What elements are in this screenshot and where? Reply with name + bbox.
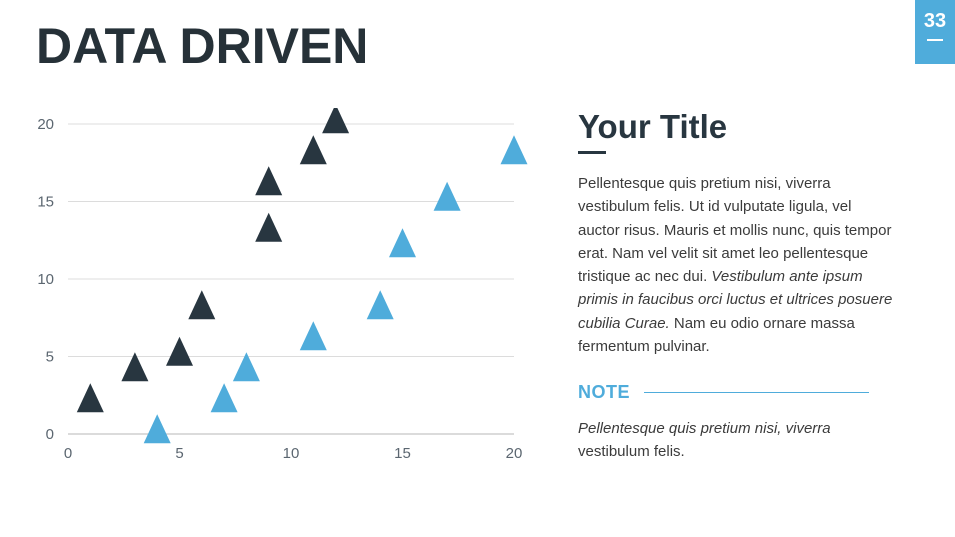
svg-text:0: 0	[64, 445, 72, 462]
svg-text:15: 15	[394, 445, 411, 462]
svg-text:20: 20	[37, 116, 54, 133]
svg-text:0: 0	[46, 426, 54, 443]
svg-text:10: 10	[283, 445, 300, 462]
svg-text:20: 20	[506, 445, 523, 462]
svg-text:15: 15	[37, 194, 54, 211]
svg-text:10: 10	[37, 271, 54, 288]
svg-text:5: 5	[46, 349, 54, 366]
svg-text:5: 5	[175, 445, 183, 462]
